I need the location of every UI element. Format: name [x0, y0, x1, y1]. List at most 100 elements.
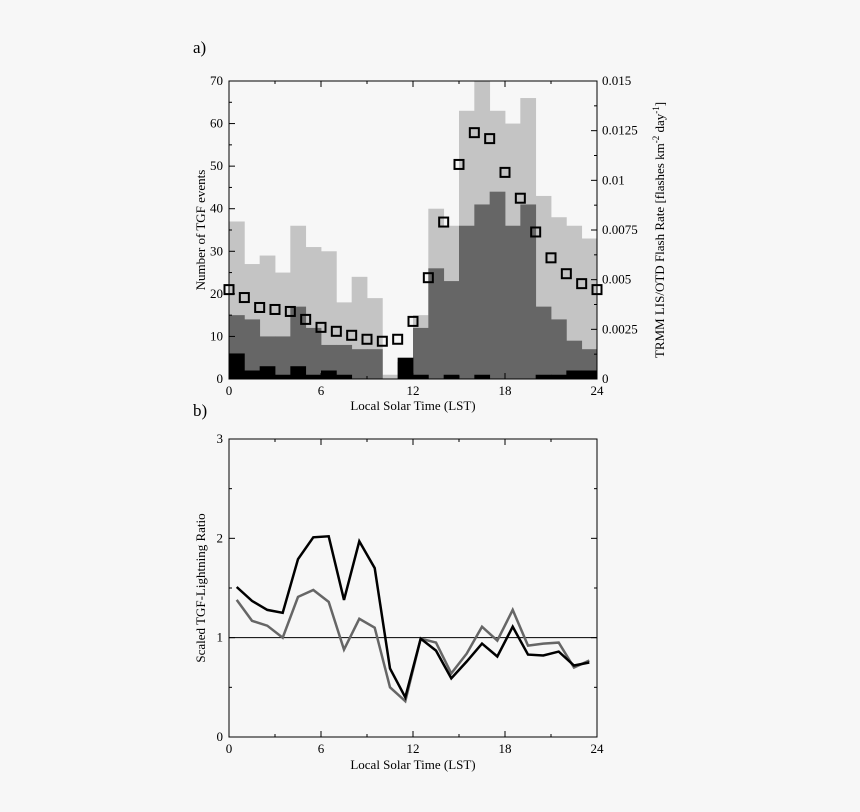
flash-rate-marker	[422, 272, 434, 284]
panel-b-lines	[235, 534, 590, 704]
x-tick-label: 0	[226, 741, 233, 756]
panel-a-y2label: TRMM LIS/OTD Flash Rate [flashes km-2 da…	[651, 102, 667, 358]
bar-dark	[244, 370, 261, 379]
y2label-sup1: -2	[651, 136, 661, 144]
bar-medium	[551, 319, 567, 379]
panel-b-frame	[228, 438, 598, 738]
y-tick-label: 40	[210, 201, 223, 216]
flash-rate-marker	[453, 158, 465, 170]
flash-rate-marker	[254, 301, 266, 313]
bar-dark	[474, 374, 491, 379]
flash-rate-marker	[484, 133, 496, 145]
flash-rate-marker	[330, 325, 342, 337]
flash-rate-marker	[468, 127, 480, 139]
bar-medium	[443, 281, 460, 379]
panel-a-ticks: 01020304050607000.00250.0050.00750.010.0…	[210, 73, 638, 398]
flash-rate-marker	[591, 284, 603, 296]
x-tick-label: 6	[318, 741, 325, 756]
flash-rate-marker	[315, 321, 327, 333]
bar-medium	[505, 225, 521, 379]
y2-tick-label: 0.0125	[602, 123, 638, 138]
y-tick-label: 1	[217, 630, 224, 645]
y2-tick-label: 0.015	[602, 73, 631, 88]
y2label-main: TRMM LIS/OTD Flash Rate [flashes km	[652, 143, 667, 358]
x-tick-label: 12	[407, 383, 420, 398]
panel-a-bars	[229, 81, 598, 380]
y-tick-label: 60	[210, 116, 223, 131]
bar-dark	[551, 374, 567, 379]
y2label-mid: day	[652, 113, 667, 136]
panel-a-flash-rate-markers	[223, 127, 603, 347]
bar-dark	[229, 353, 245, 379]
flash-rate-marker	[376, 335, 388, 347]
y2-tick-label: 0.0025	[602, 321, 638, 336]
bar-medium	[336, 344, 353, 379]
x-tick-label: 6	[318, 383, 325, 398]
flash-rate-marker	[361, 333, 373, 345]
y-tick-label: 20	[210, 286, 223, 301]
y-tick-label: 0	[217, 371, 224, 386]
x-tick-label: 0	[226, 383, 233, 398]
bar-medium	[244, 319, 261, 379]
y-tick-label: 0	[217, 729, 224, 744]
flash-rate-marker	[514, 192, 526, 204]
flash-rate-marker	[560, 268, 572, 280]
bar-dark	[336, 374, 353, 379]
flash-rate-marker	[269, 303, 281, 315]
bar-medium	[351, 349, 368, 379]
panel-b-label: b)	[193, 401, 207, 420]
bar-medium	[305, 327, 322, 379]
flash-rate-marker	[238, 292, 250, 304]
bar-dark	[413, 374, 429, 379]
y-tick-label: 70	[210, 73, 223, 88]
ratio-line-gray	[235, 588, 590, 704]
flash-rate-marker	[392, 333, 404, 345]
x-tick-label: 18	[499, 741, 512, 756]
x-tick-label: 24	[591, 383, 605, 398]
bar-light	[581, 238, 598, 379]
bar-medium	[428, 268, 445, 379]
flash-rate-marker	[284, 305, 296, 317]
ratio-line-black	[235, 534, 590, 701]
y-tick-label: 3	[217, 431, 224, 446]
bar-dark	[581, 370, 598, 379]
y2-tick-label: 0.0075	[602, 222, 638, 237]
bar-medium	[367, 349, 383, 379]
bar-medium	[275, 336, 291, 379]
bar-medium	[413, 327, 429, 379]
x-tick-label: 18	[499, 383, 512, 398]
flash-rate-marker	[545, 252, 557, 264]
y2-tick-label: 0	[602, 371, 609, 386]
panel-b-ylabel: Scaled TGF-Lightning Ratio	[193, 513, 208, 662]
flash-rate-marker	[499, 166, 511, 178]
bar-medium	[535, 306, 552, 379]
bar-medium	[489, 191, 506, 379]
y-tick-label: 30	[210, 243, 223, 258]
bar-dark	[397, 357, 414, 379]
flash-rate-marker	[300, 313, 312, 325]
panel-a-ylabel: Number of TGF events	[193, 170, 208, 291]
bar-light	[382, 374, 399, 379]
bar-medium	[474, 204, 491, 379]
y2label-sup2: -1	[651, 106, 661, 114]
bar-dark	[443, 374, 460, 379]
bar-medium	[566, 340, 583, 379]
bar-dark	[275, 374, 291, 379]
y-tick-label: 2	[217, 530, 224, 545]
bar-dark	[259, 366, 276, 379]
y2-tick-label: 0.005	[602, 272, 631, 287]
bar-dark	[566, 370, 583, 379]
flash-rate-marker	[530, 226, 542, 238]
x-tick-label: 24	[591, 741, 605, 756]
flash-rate-marker	[576, 278, 588, 290]
panel-b-xlabel: Local Solar Time (LST)	[350, 757, 475, 772]
flash-rate-marker	[223, 284, 235, 296]
panel-a-label: a)	[193, 38, 206, 57]
flash-rate-marker	[407, 315, 419, 327]
bar-dark	[305, 374, 322, 379]
y2label-end: ]	[652, 102, 667, 106]
y-tick-label: 10	[210, 328, 223, 343]
panel-a-xlabel: Local Solar Time (LST)	[350, 398, 475, 413]
